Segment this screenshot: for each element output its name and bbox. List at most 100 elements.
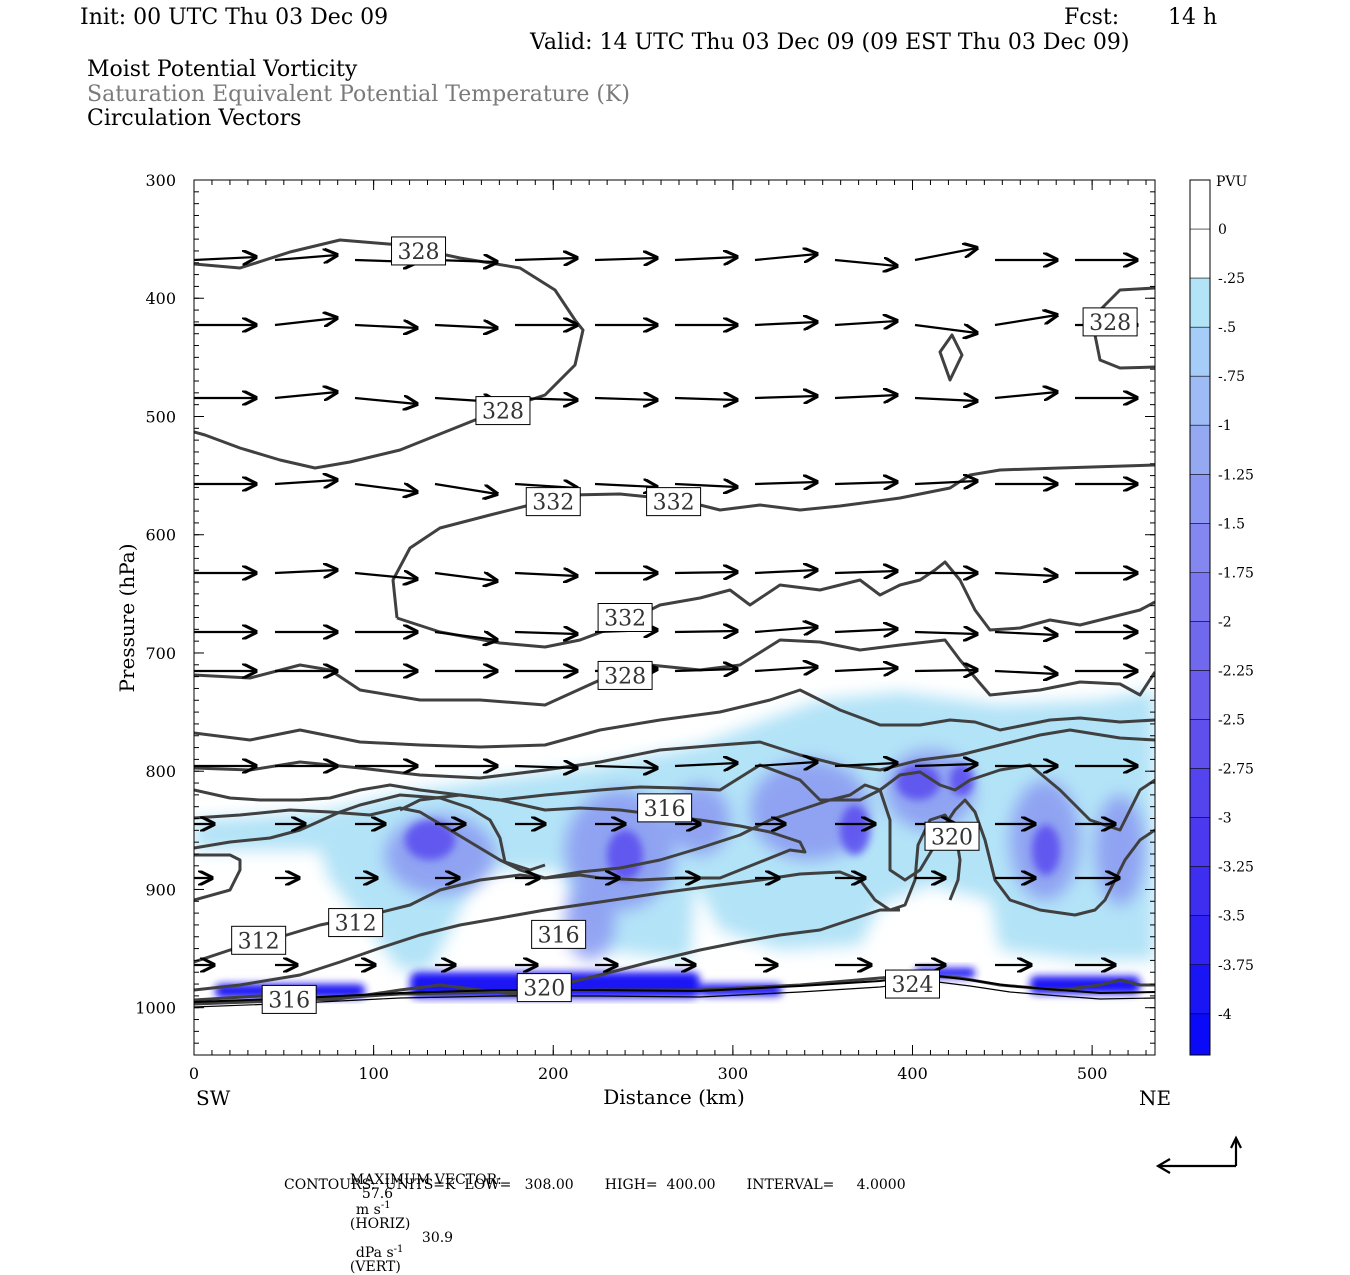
contour-label: 312 <box>328 908 384 938</box>
colorbar-label: -1 <box>1218 418 1232 434</box>
colorbar-label: -.25 <box>1218 271 1245 287</box>
contour-label: 316 <box>531 919 587 949</box>
circulation-arrow <box>274 570 337 573</box>
contour-label-text: 316 <box>644 797 686 822</box>
y-tick-label: 900 <box>145 880 176 899</box>
contour-label: 316 <box>637 793 693 823</box>
contour-label-text: 328 <box>604 664 646 689</box>
circulation-arrow <box>754 482 817 484</box>
colorbar-label: -4 <box>1218 1007 1232 1023</box>
colorbar-label: -.75 <box>1218 369 1245 385</box>
max-horiz-tag: (HORIZ) <box>349 1215 411 1232</box>
circulation-vectors <box>194 248 1137 965</box>
contour-label-text: 324 <box>892 973 934 998</box>
forecast-hour-label: Fcst: <box>1064 5 1120 30</box>
colorbar-swatch <box>1190 180 1210 230</box>
reference-vector-icon <box>1155 1135 1242 1174</box>
colorbar-swatch <box>1190 1013 1210 1055</box>
colorbar-swatch <box>1190 572 1210 622</box>
colorbar-swatch <box>1190 474 1210 524</box>
circulation-arrow <box>514 258 577 260</box>
colorbar-label: -2.75 <box>1218 762 1254 778</box>
contour-label-text: 312 <box>335 912 377 937</box>
contour-label: 320 <box>924 821 980 851</box>
colorbar-label: -2.5 <box>1218 713 1245 729</box>
circulation-arrow <box>914 325 977 333</box>
circulation-arrow <box>594 766 657 768</box>
init-time: Init: 00 UTC Thu 03 Dec 09 <box>80 5 389 30</box>
colorbar-label: -3.25 <box>1218 860 1254 876</box>
max-horiz-value: 57.6 <box>361 1186 394 1202</box>
contour-label-text: 328 <box>482 400 524 425</box>
circulation-arrow <box>994 392 1057 398</box>
field-title-mpv: Moist Potential Vorticity <box>87 57 358 82</box>
contour-label-text: 312 <box>238 929 280 954</box>
circulation-arrow <box>834 260 897 266</box>
x-axis-left-end-label: SW <box>196 1086 231 1110</box>
surface-line <box>194 973 1155 1008</box>
contour-label: 324 <box>885 969 941 999</box>
circulation-arrow <box>274 392 337 398</box>
x-tick-label: 200 <box>538 1064 569 1083</box>
circulation-arrow <box>274 480 337 484</box>
circulation-arrow <box>914 398 977 401</box>
x-tick-label: 300 <box>718 1064 749 1083</box>
max-vert-exponent: -1 <box>393 1243 404 1255</box>
circulation-arrow <box>994 632 1057 635</box>
colorbar: 0 -.25 -.5 -.75 -1 -1.25 -1.5 -1.75 -2 -2.25 -2.5 -… <box>1189 179 1254 1056</box>
circulation-arrow <box>754 322 817 325</box>
x-tick-label: 400 <box>897 1064 928 1083</box>
colorbar-frame <box>1189 179 1211 1056</box>
colorbar-swatch <box>1190 768 1210 819</box>
circulation-arrow <box>514 573 577 576</box>
circulation-arrow <box>354 325 417 328</box>
field-title-vectors: Circulation Vectors <box>87 106 302 131</box>
circulation-arrow <box>914 764 977 766</box>
x-axis-title: Distance (km) <box>603 1085 745 1109</box>
circulation-arrow <box>834 482 897 484</box>
circulation-arrow <box>754 667 817 671</box>
y-tick-label: 500 <box>145 407 176 426</box>
circulation-arrow <box>514 632 577 634</box>
circulation-arrow <box>754 396 817 398</box>
colorbar-swatch <box>1190 719 1210 770</box>
circulation-arrow <box>434 482 497 494</box>
circulation-arrow <box>994 315 1057 327</box>
circulation-arrow <box>834 395 897 398</box>
colorbar-label: -3 <box>1218 811 1232 827</box>
colorbar-swatch <box>1190 229 1210 279</box>
circulation-arrow <box>834 668 897 671</box>
circulation-arrow <box>354 398 417 404</box>
colorbar-swatch <box>1190 278 1210 328</box>
max-vert-tag: (VERT) <box>349 1259 401 1275</box>
colorbar-swatch <box>1190 376 1210 426</box>
circulation-arrow <box>594 258 657 260</box>
circulation-arrow <box>194 257 256 260</box>
circulation-arrow <box>674 398 737 400</box>
valid-time: Valid: 14 UTC Thu 03 Dec 09 (09 EST Thu … <box>530 30 1130 55</box>
circulation-arrow <box>354 573 417 579</box>
contour-label: 328 <box>475 396 531 426</box>
circulation-arrow <box>834 629 897 632</box>
circulation-arrow <box>834 763 897 766</box>
circulation-arrow <box>594 398 657 400</box>
circulation-arrow <box>914 248 977 262</box>
circulation-arrow <box>994 671 1057 674</box>
circulation-arrow <box>914 632 977 634</box>
y-tick-label: 600 <box>145 526 176 545</box>
y-tick-label: 800 <box>145 762 176 781</box>
colorbar-label: -3.5 <box>1218 909 1245 925</box>
field-title-theta-es: Saturation Equivalent Potential Temperat… <box>87 82 630 107</box>
contour-label: 312 <box>231 925 287 955</box>
max-vert-value: 30.9 <box>421 1229 454 1246</box>
x-tick-label: 500 <box>1077 1064 1108 1083</box>
contour-label-text: 332 <box>653 491 695 516</box>
contour-label-text: 320 <box>523 977 565 1002</box>
colorbar-swatch <box>1190 621 1210 671</box>
colorbar-label: -2 <box>1218 614 1232 630</box>
colorbar-swatch <box>1190 817 1210 868</box>
circulation-arrow <box>354 484 417 492</box>
cross-section-chart: 328 328 328 332 332 332 328 316 320 312 312 316 316 3… <box>115 171 1254 1174</box>
plot-frame <box>193 179 1156 1056</box>
max-horiz-exponent: -1 <box>380 1200 391 1211</box>
